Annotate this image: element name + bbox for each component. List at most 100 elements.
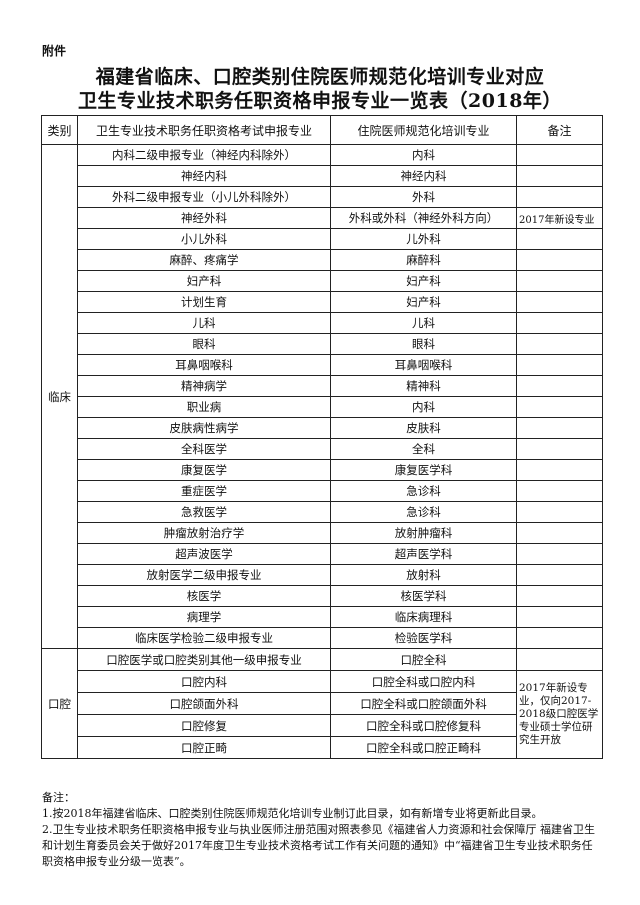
training-specialty-cell: 急诊科	[330, 501, 517, 523]
table-row: 全科医学 全科	[42, 438, 603, 460]
training-specialty-cell: 放射肿瘤科	[330, 522, 517, 544]
training-specialty-cell: 精神科	[330, 375, 517, 397]
training-specialty-cell: 眼科	[330, 333, 517, 355]
exam-specialty-cell: 眼科	[77, 333, 331, 355]
table-row: 小儿外科 儿外科	[42, 228, 603, 250]
table-row: 重症医学 急诊科	[42, 480, 603, 502]
note-cell	[516, 522, 603, 544]
exam-specialty-cell: 计划生育	[77, 291, 331, 313]
exam-specialty-cell: 精神病学	[77, 375, 331, 397]
table-row: 神经内科 神经内科	[42, 165, 603, 187]
table-row: 计划生育 妇产科	[42, 291, 603, 313]
training-specialty-cell: 妇产科	[330, 291, 517, 313]
exam-specialty-cell: 神经内科	[77, 165, 331, 187]
note-item: 1.按2018年福建省临床、口腔类别住院医师规范化培训专业制订此目录，如有新增专…	[42, 807, 543, 820]
note-cell: 2017年新设专业	[516, 207, 603, 229]
table-header: 类别 卫生专业技术职务任职资格考试申报专业 住院医师规范化培训专业 备注	[41, 115, 603, 145]
notes-heading: 备注：	[42, 791, 75, 804]
training-specialty-cell: 检验医学科	[330, 627, 517, 649]
exam-specialty-cell: 核医学	[77, 585, 331, 607]
title-line-2: 卫生专业技术职务任职资格申报专业一览表（2018年）	[78, 90, 562, 112]
table-row: 神经外科 外科或外科（神经外科方向） 2017年新设专业	[42, 207, 603, 229]
exam-specialty-cell: 重症医学	[77, 480, 331, 502]
header-category: 类别	[41, 115, 78, 145]
training-specialty-cell: 麻醉科	[330, 249, 517, 271]
merged-note-cell: 2017年新设专业，仅向2017-2018级口腔医学专业硕士学位研究生开放	[516, 670, 603, 759]
table-row: 超声波医学 超声医学科	[42, 543, 603, 565]
notes-section: 备注： 1.按2018年福建省临床、口腔类别住院医师规范化培训专业制订此目录，如…	[42, 790, 602, 870]
training-specialty-cell: 耳鼻咽喉科	[330, 354, 517, 376]
exam-specialty-cell: 口腔修复	[77, 714, 331, 737]
exam-specialty-cell: 妇产科	[77, 270, 331, 292]
training-specialty-cell: 急诊科	[330, 480, 517, 502]
note-cell	[516, 270, 603, 292]
exam-specialty-cell: 口腔正畸	[77, 736, 331, 759]
exam-specialty-cell: 放射医学二级申报专业	[77, 564, 331, 586]
training-specialty-cell: 口腔全科或口腔修复科	[330, 714, 517, 737]
exam-specialty-cell: 神经外科	[77, 207, 331, 229]
exam-specialty-cell: 麻醉、疼痛学	[77, 249, 331, 271]
attachment-label: 附件	[42, 44, 67, 58]
note-cell	[516, 354, 603, 376]
table-row: 眼科 眼科	[42, 333, 603, 355]
table-row: 核医学 核医学科	[42, 585, 603, 607]
table-row: 儿科 儿科	[42, 312, 603, 334]
note-cell	[516, 543, 603, 565]
exam-specialty-cell: 病理学	[77, 606, 331, 628]
training-specialty-cell: 神经内科	[330, 165, 517, 187]
header-training: 住院医师规范化培训专业	[330, 115, 517, 145]
note-cell	[516, 459, 603, 481]
note-cell	[516, 480, 603, 502]
training-specialty-cell: 核医学科	[330, 585, 517, 607]
training-specialty-cell: 皮肤科	[330, 417, 517, 439]
training-specialty-cell: 放射科	[330, 564, 517, 586]
specialty-table: 类别 卫生专业技术职务任职资格考试申报专业 住院医师规范化培训专业 备注 临床内…	[41, 115, 603, 759]
training-specialty-cell: 口腔全科或口腔颌面外科	[330, 692, 517, 715]
training-specialty-cell: 儿外科	[330, 228, 517, 250]
header-exam: 卫生专业技术职务任职资格考试申报专业	[77, 115, 331, 145]
note-cell	[516, 186, 603, 208]
training-specialty-cell: 临床病理科	[330, 606, 517, 628]
exam-specialty-cell: 外科二级申报专业（小儿外科除外）	[77, 186, 331, 208]
category-cell: 口腔	[41, 648, 78, 759]
training-specialty-cell: 内科	[330, 144, 517, 166]
training-specialty-cell: 口腔全科或口腔正畸科	[330, 736, 517, 759]
exam-specialty-cell: 口腔内科	[77, 670, 331, 693]
exam-specialty-cell: 临床医学检验二级申报专业	[77, 627, 331, 649]
table-row: 耳鼻咽喉科 耳鼻咽喉科	[42, 354, 603, 376]
header-note: 备注	[516, 115, 603, 145]
note-item: 2.卫生专业技术职务任职资格申报专业与执业医师注册范围对照表参见《福建省人力资源…	[42, 823, 595, 868]
note-cell	[516, 438, 603, 460]
training-specialty-cell: 内科	[330, 396, 517, 418]
table-row: 口腔内科 口腔全科或口腔内科 2017年新设专业，仅向2017-2018级口腔医学专…	[42, 670, 603, 759]
note-cell	[516, 249, 603, 271]
exam-specialty-cell: 全科医学	[77, 438, 331, 460]
exam-specialty-cell: 内科二级申报专业（神经内科除外）	[77, 144, 331, 166]
table-row: 放射医学二级申报专业 放射科	[42, 564, 603, 586]
note-cell	[516, 417, 603, 439]
note-cell	[516, 396, 603, 418]
exam-specialty-cell: 耳鼻咽喉科	[77, 354, 331, 376]
exam-specialty-cell: 职业病	[77, 396, 331, 418]
note-cell	[516, 585, 603, 607]
exam-specialty-cell: 肿瘤放射治疗学	[77, 522, 331, 544]
note-cell	[516, 375, 603, 397]
training-specialty-cell: 妇产科	[330, 270, 517, 292]
note-cell	[516, 144, 603, 166]
title-line-1: 福建省临床、口腔类别住院医师规范化培训专业对应	[95, 66, 545, 88]
table-row: 外科二级申报专业（小儿外科除外） 外科	[42, 186, 603, 208]
training-specialty-cell: 外科或外科（神经外科方向）	[330, 207, 517, 229]
exam-specialty-cell: 口腔医学或口腔类别其他一级申报专业	[77, 648, 331, 671]
note-cell	[516, 564, 603, 586]
note-cell	[516, 501, 603, 523]
table-row: 肿瘤放射治疗学 放射肿瘤科	[42, 522, 603, 544]
table-row: 麻醉、疼痛学 麻醉科	[42, 249, 603, 271]
table-row: 职业病 内科	[42, 396, 603, 418]
note-cell	[516, 333, 603, 355]
table-row: 临床 内科二级申报专业（神经内科除外） 内科	[41, 144, 603, 649]
training-specialty-cell: 儿科	[330, 312, 517, 334]
table-row: 急救医学 急诊科	[42, 501, 603, 523]
exam-specialty-cell: 急救医学	[77, 501, 331, 523]
note-cell	[516, 312, 603, 334]
